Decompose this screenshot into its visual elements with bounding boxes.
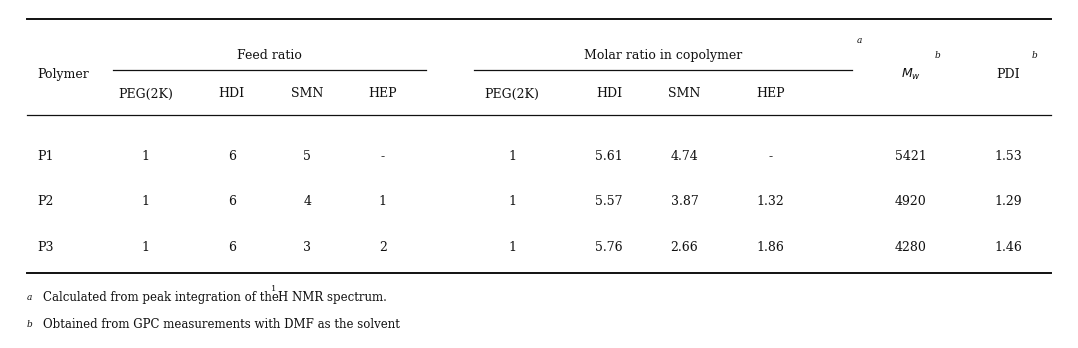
Text: HDI: HDI	[596, 87, 622, 101]
Text: Polymer: Polymer	[38, 68, 89, 81]
Text: 1: 1	[141, 150, 150, 163]
Text: 5.61: 5.61	[595, 150, 623, 163]
Text: P3: P3	[38, 240, 54, 254]
Text: Calculated from peak integration of the: Calculated from peak integration of the	[43, 291, 282, 304]
Text: Feed ratio: Feed ratio	[237, 49, 302, 62]
Text: 1: 1	[378, 195, 387, 208]
Text: PEG(2K): PEG(2K)	[485, 87, 539, 101]
Text: a: a	[27, 293, 32, 302]
Text: 4920: 4920	[895, 195, 927, 208]
Text: 1: 1	[508, 240, 516, 254]
Text: $M_w$: $M_w$	[901, 67, 921, 82]
Text: 1: 1	[508, 195, 516, 208]
Text: P2: P2	[38, 195, 54, 208]
Text: a: a	[857, 35, 862, 45]
Text: SMN: SMN	[668, 87, 701, 101]
Text: 1: 1	[271, 285, 276, 293]
Text: 1: 1	[508, 150, 516, 163]
Text: SMN: SMN	[291, 87, 323, 101]
Text: -: -	[381, 150, 385, 163]
Text: HDI: HDI	[219, 87, 245, 101]
Text: H NMR spectrum.: H NMR spectrum.	[278, 291, 387, 304]
Text: 4280: 4280	[895, 240, 927, 254]
Text: PEG(2K): PEG(2K)	[119, 87, 172, 101]
Text: 4: 4	[303, 195, 312, 208]
Text: P1: P1	[38, 150, 54, 163]
Text: 5.76: 5.76	[595, 240, 623, 254]
Text: 5421: 5421	[895, 150, 927, 163]
Text: -: -	[769, 150, 773, 163]
Text: Obtained from GPC measurements with DMF as the solvent: Obtained from GPC measurements with DMF …	[43, 318, 400, 331]
Text: 6: 6	[227, 150, 236, 163]
Text: b: b	[27, 320, 32, 329]
Text: 1.46: 1.46	[994, 240, 1022, 254]
Text: 5.57: 5.57	[595, 195, 623, 208]
Text: HEP: HEP	[757, 87, 785, 101]
Text: 5: 5	[303, 150, 312, 163]
Text: b: b	[935, 51, 940, 60]
Text: Molar ratio in copolymer: Molar ratio in copolymer	[584, 49, 742, 62]
Text: HEP: HEP	[369, 87, 397, 101]
Text: PDI: PDI	[996, 68, 1020, 81]
Text: 1: 1	[141, 195, 150, 208]
Text: 4.74: 4.74	[671, 150, 699, 163]
Text: 1: 1	[141, 240, 150, 254]
Text: 1.29: 1.29	[994, 195, 1022, 208]
Text: 6: 6	[227, 195, 236, 208]
Text: 2.66: 2.66	[671, 240, 699, 254]
Text: 3.87: 3.87	[671, 195, 699, 208]
Text: 1.86: 1.86	[757, 240, 785, 254]
Text: 6: 6	[227, 240, 236, 254]
Text: b: b	[1032, 51, 1037, 60]
Text: 2: 2	[378, 240, 387, 254]
Text: 1.53: 1.53	[994, 150, 1022, 163]
Text: 1.32: 1.32	[757, 195, 785, 208]
Text: 3: 3	[303, 240, 312, 254]
